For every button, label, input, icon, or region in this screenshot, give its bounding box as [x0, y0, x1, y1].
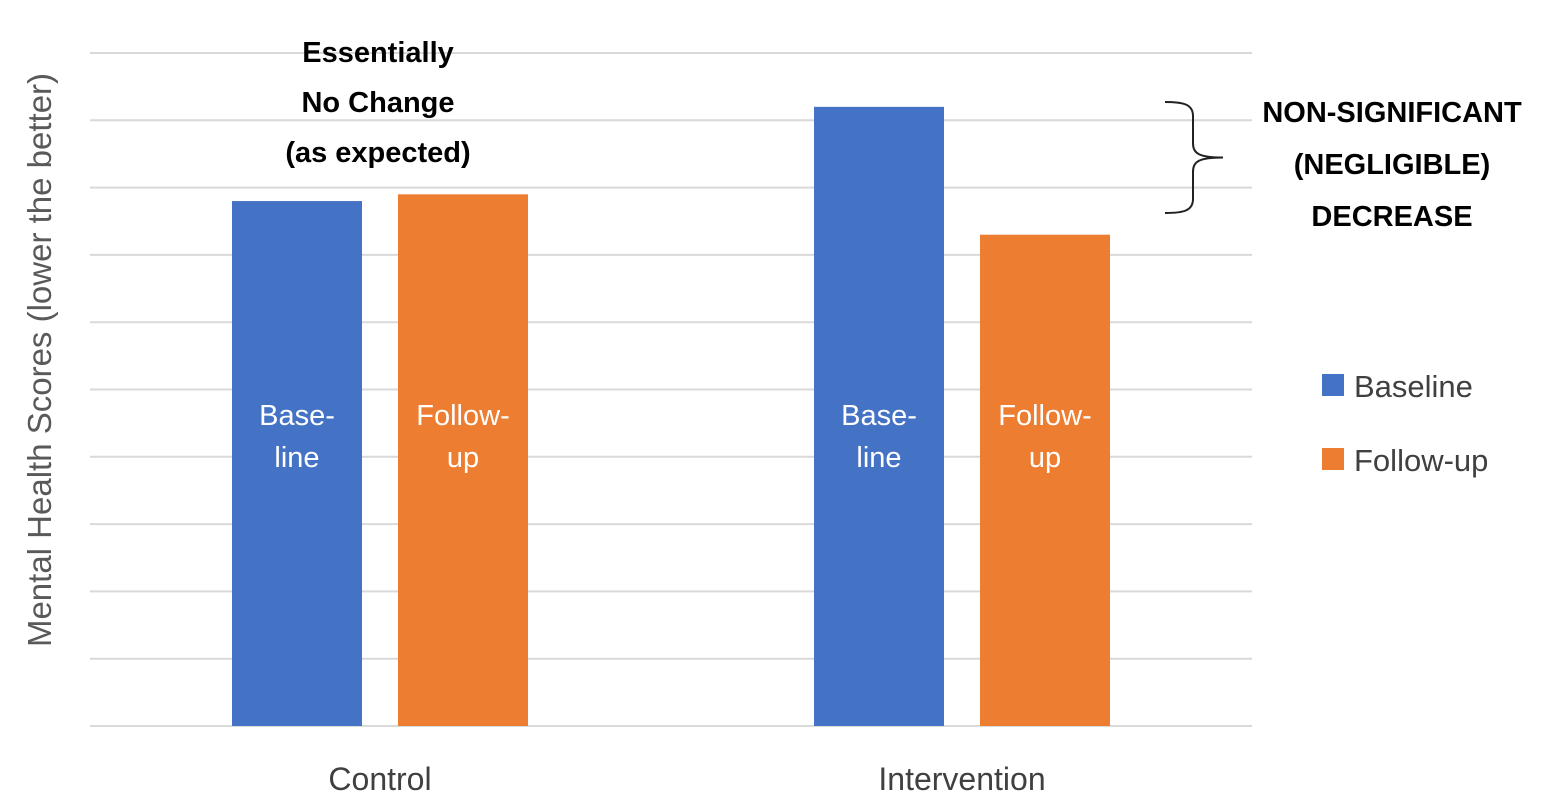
annotation-intervention: (NEGLIGIBLE): [1294, 149, 1491, 181]
bar-label: line: [856, 442, 901, 474]
bar-label: Base-: [259, 400, 335, 432]
annotation-intervention: NON-SIGNIFICANT: [1262, 97, 1522, 129]
bar-label: up: [447, 442, 479, 474]
bar-label: up: [1029, 442, 1061, 474]
bar-follow-up-control: [398, 194, 528, 726]
bars: [232, 106, 1110, 727]
curly-brace-icon: [1164, 101, 1224, 214]
bar-label: Follow-: [416, 400, 509, 432]
bar-label: Follow-: [998, 400, 1091, 432]
bar-label: line: [274, 442, 319, 474]
labels: Base-line Follow-up Control Base-line Follow…: [21, 37, 1522, 797]
legend-label: Follow-up: [1354, 443, 1488, 478]
annotation-control: (as expected): [285, 137, 470, 169]
bar-follow-up-intervention: [980, 234, 1110, 726]
annotation-control: No Change: [301, 87, 454, 119]
y-axis-label: Mental Health Scores (lower the better): [21, 73, 58, 647]
legend-label: Baseline: [1354, 369, 1473, 404]
bar-baseline-control: [232, 201, 362, 726]
x-tick-label: Control: [328, 761, 431, 797]
bar-label: Base-: [841, 400, 917, 432]
bar-baseline-intervention: [814, 106, 944, 727]
annotation-control: Essentially: [302, 37, 454, 69]
legend-swatch: [1322, 374, 1344, 396]
x-tick-label: Intervention: [878, 761, 1045, 797]
annotation-intervention: DECREASE: [1311, 201, 1472, 233]
legend-swatch: [1322, 448, 1344, 470]
